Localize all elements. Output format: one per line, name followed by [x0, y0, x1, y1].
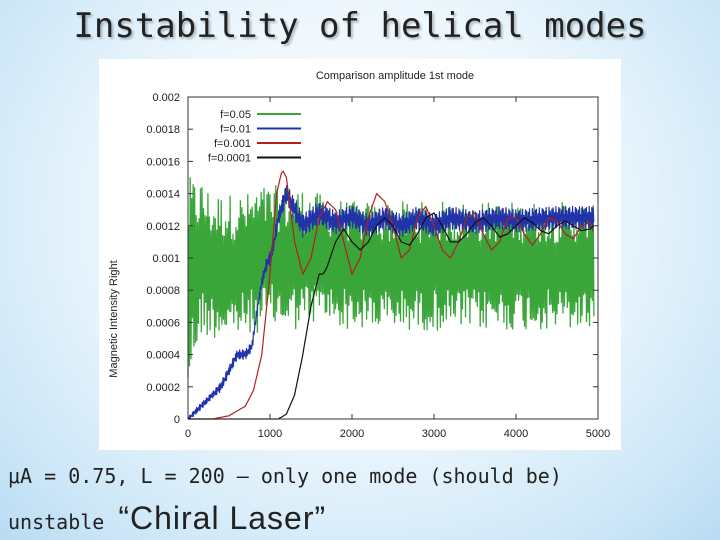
legend-label: f=0.0001: [208, 153, 251, 165]
legend: f=0.05 f=0.01 f=0.001 f=0.0001: [208, 109, 301, 165]
y-axis-label: Magnetic Intensity Right: [108, 260, 120, 377]
caption-line-1: μA = 0.75, L = 200 – only one mode (shou…: [8, 464, 562, 488]
x-tick-label: 3000: [422, 428, 446, 440]
amplitude-chart: Comparison amplitude 1st mode Magnetic I…: [108, 70, 610, 440]
y-tick-label: 0.0002: [146, 382, 180, 394]
y-tick-label: 0: [174, 414, 180, 426]
y-tick-label: 0.0012: [146, 221, 180, 233]
x-tick-label: 4000: [504, 428, 528, 440]
chart-title: Comparison amplitude 1st mode: [316, 70, 474, 82]
chart-panel: Comparison amplitude 1st mode Magnetic I…: [99, 59, 621, 450]
y-tick-label: 0.0016: [146, 156, 180, 168]
y-tick-label: 0.0018: [146, 124, 180, 136]
caption-line-2: unstable “Chiral Laser”: [8, 500, 326, 537]
series-line-f=0.05: [187, 177, 595, 378]
x-tick-label: 2000: [340, 428, 364, 440]
chiral-laser-text: “Chiral Laser”: [118, 500, 327, 536]
y-tick-label: 0.0014: [146, 189, 180, 201]
y-tick-label: 0.0006: [146, 317, 180, 329]
legend-label: f=0.05: [220, 109, 251, 121]
caption-word: unstable: [8, 510, 105, 534]
y-tick-label: 0.002: [152, 92, 180, 104]
x-tick-label: 5000: [586, 428, 610, 440]
legend-label: f=0.001: [214, 138, 251, 150]
plot-area: [187, 170, 595, 420]
slide-title: Instability of helical modes: [73, 6, 647, 46]
x-tick-label: 1000: [258, 428, 282, 440]
axes: 0 0.0002 0.0004 0.0006 0.0008 0.001 0.0012 0.00…: [146, 92, 610, 440]
y-tick-label: 0.001: [152, 253, 180, 265]
y-tick-label: 0.0008: [146, 285, 180, 297]
y-tick-label: 0.0004: [146, 350, 180, 362]
legend-label: f=0.01: [220, 124, 251, 136]
x-tick-label: 0: [185, 428, 191, 440]
series-line-f=0.001: [188, 170, 594, 420]
